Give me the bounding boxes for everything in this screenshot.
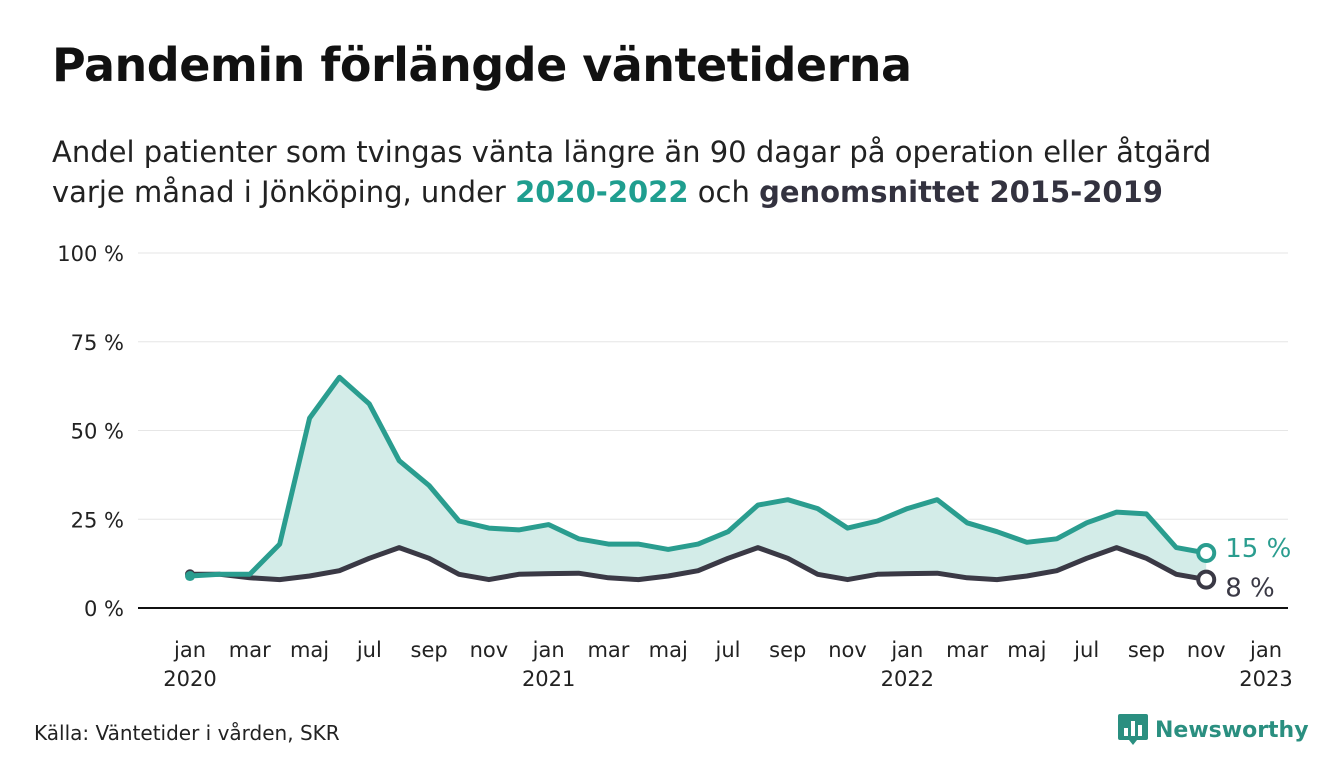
- subtitle-prefix: varje månad i Jönköping, under: [52, 175, 516, 209]
- x-tick-label: jul: [356, 638, 382, 662]
- x-tick-year-label: 2021: [522, 667, 575, 691]
- x-tick-year-label: 2023: [1239, 667, 1292, 691]
- line-layer: [185, 374, 1209, 583]
- x-tick-label: jul: [715, 638, 741, 662]
- x-tick-label: mar: [587, 638, 629, 662]
- series-line-current: [187, 374, 1209, 579]
- series-end-point-average: [1196, 569, 1217, 590]
- subtitle-middle: och: [688, 175, 760, 209]
- x-tick-label: jan: [173, 638, 206, 662]
- chart-subtitle: Andel patienter som tvingas vänta längre…: [52, 132, 1340, 212]
- subtitle-line-2: varje månad i Jönköping, under 2020-2022…: [52, 172, 1340, 212]
- difference-area: [190, 377, 1207, 580]
- series-start-point-current: [185, 571, 195, 582]
- x-tick-year-label: 2020: [163, 667, 216, 691]
- x-tick-label: jan: [532, 638, 565, 662]
- end-labels: 15 % 8 %: [1196, 534, 1291, 604]
- x-tick-label: mar: [946, 638, 988, 662]
- y-tick-label: 50 %: [71, 420, 124, 444]
- x-tick-label: mar: [229, 638, 271, 662]
- newsworthy-logo: Newsworthy: [1118, 714, 1309, 746]
- x-tick-label: sep: [411, 638, 448, 662]
- x-tick-label: maj: [290, 638, 329, 662]
- series-end-point-current: [1196, 542, 1217, 563]
- x-tick-label: nov: [470, 638, 509, 662]
- x-tick-label: maj: [1007, 638, 1046, 662]
- newsworthy-chart-icon: [1118, 714, 1148, 745]
- y-tick-label: 75 %: [71, 331, 124, 355]
- subtitle-highlight-current: 2020-2022: [515, 175, 689, 209]
- x-tick-label: jan: [890, 638, 923, 662]
- series-end-label-average: 8 %: [1225, 574, 1275, 604]
- x-tick-year-label: 2022: [881, 667, 934, 691]
- y-tick-label: 100 %: [57, 242, 124, 266]
- source-note: Källa: Väntetider i vården, SKR: [34, 721, 340, 745]
- x-tick-label: nov: [828, 638, 867, 662]
- logo-text: Newsworthy: [1155, 717, 1309, 743]
- subtitle-line-1: Andel patienter som tvingas vänta längre…: [52, 135, 1212, 169]
- subtitle-highlight-average: genomsnittet 2015-2019: [759, 175, 1163, 209]
- area-layer: [190, 377, 1207, 580]
- y-tick-label: 0 %: [84, 597, 124, 621]
- series-line-average: [187, 545, 1209, 583]
- x-tick-label: sep: [769, 638, 806, 662]
- x-tick-label: jan: [1249, 638, 1282, 662]
- chart-title: Pandemin förlängde väntetiderna: [52, 38, 912, 92]
- y-tick-label: 25 %: [71, 508, 124, 532]
- x-tick-label: sep: [1128, 638, 1165, 662]
- series-end-label-current: 15 %: [1225, 534, 1291, 564]
- x-tick-label: maj: [649, 638, 688, 662]
- x-tick-label: jul: [1073, 638, 1099, 662]
- x-tick-label: nov: [1187, 638, 1226, 662]
